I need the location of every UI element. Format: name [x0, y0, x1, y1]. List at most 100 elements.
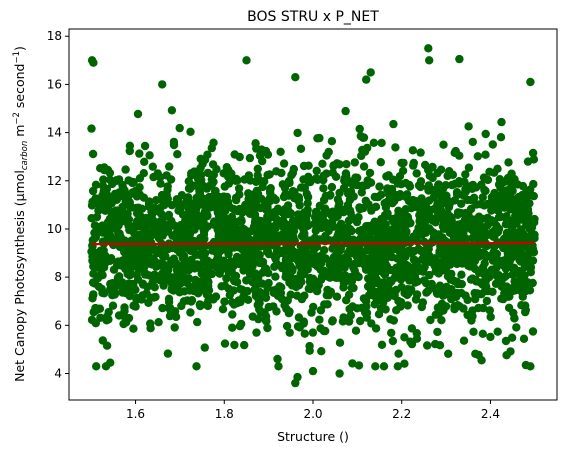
- scatter-point: [308, 366, 318, 376]
- scatter-point: [357, 188, 366, 197]
- scatter-point: [414, 203, 423, 213]
- scatter-point: [464, 243, 473, 252]
- scatter-point: [285, 328, 294, 337]
- scatter-point: [141, 221, 151, 231]
- scatter-point: [114, 219, 124, 228]
- scatter-point: [262, 216, 271, 225]
- scatter-point: [488, 287, 497, 296]
- scatter-point: [402, 190, 412, 199]
- scatter-point: [506, 194, 516, 203]
- scatter-point: [208, 245, 218, 254]
- scatter-point: [104, 204, 113, 213]
- scatter-point: [510, 314, 519, 323]
- scatter-point: [197, 200, 206, 209]
- scatter-point: [259, 177, 268, 186]
- scatter-point: [101, 362, 111, 371]
- scatter-point: [218, 305, 228, 314]
- scatter-point: [420, 237, 429, 247]
- scatter-point: [501, 271, 511, 281]
- scatter-point: [160, 200, 169, 210]
- scatter-point: [318, 159, 327, 168]
- scatter-point: [282, 321, 292, 331]
- scatter-point: [293, 252, 302, 261]
- scatter-point: [376, 158, 385, 167]
- scatter-point: [299, 229, 308, 238]
- scatter-point: [88, 149, 98, 159]
- scatter-point: [293, 322, 303, 331]
- scatter-point: [343, 200, 353, 210]
- scatter-point: [279, 159, 289, 168]
- scatter-point: [351, 326, 361, 335]
- scatter-point: [318, 213, 327, 223]
- scatter-point: [117, 191, 126, 201]
- scatter-point: [410, 267, 419, 276]
- scatter-point: [114, 311, 124, 320]
- scatter-point: [501, 336, 511, 346]
- scatter-point: [519, 334, 529, 343]
- scatter-point: [455, 54, 464, 64]
- scatter-point: [426, 315, 435, 325]
- scatter-point: [416, 182, 425, 192]
- scatter-point: [296, 144, 306, 153]
- scatter-point: [237, 319, 246, 329]
- scatter-point: [299, 266, 309, 275]
- scatter-point: [185, 184, 195, 193]
- scatter-point: [530, 230, 539, 239]
- x-axis-ticks: 1.6 1.8 2.0 2.2 2.4: [126, 400, 500, 421]
- scatter-point: [326, 287, 336, 296]
- scatter-point: [523, 157, 533, 166]
- scatter-point: [88, 241, 97, 250]
- scatter-point: [359, 133, 369, 142]
- scatter-point: [353, 173, 362, 182]
- scatter-point: [397, 298, 406, 307]
- scatter-point: [439, 140, 448, 149]
- scatter-point: [516, 208, 525, 218]
- scatter-point: [317, 223, 326, 233]
- scatter-point: [420, 206, 429, 215]
- scatter-point: [447, 229, 457, 238]
- scatter-point: [145, 151, 154, 160]
- scatter-point: [362, 222, 371, 231]
- scatter-point: [350, 158, 359, 167]
- scatter-point: [424, 251, 434, 260]
- scatter-point: [266, 184, 275, 193]
- scatter-point: [461, 254, 470, 263]
- scatter-point: [457, 199, 466, 208]
- scatter-point: [364, 200, 373, 209]
- scatter-point: [166, 260, 175, 269]
- scatter-point: [324, 147, 333, 157]
- scatter-point: [348, 359, 357, 368]
- scatter-point: [309, 302, 318, 312]
- scatter-point: [341, 271, 350, 280]
- scatter-point: [228, 310, 237, 319]
- scatter-point: [372, 244, 381, 254]
- scatter-point: [231, 271, 241, 281]
- scatter-point: [253, 292, 263, 302]
- scatter-point: [263, 170, 272, 180]
- scatter-point: [512, 323, 521, 332]
- scatter-point: [394, 265, 404, 274]
- scatter-point: [224, 284, 233, 293]
- scatter-point: [364, 274, 373, 283]
- scatter-point: [312, 208, 321, 217]
- scatter-point: [140, 141, 150, 151]
- scatter-point: [92, 362, 101, 371]
- scatter-point: [177, 191, 187, 200]
- scatter-point: [170, 323, 179, 332]
- scatter-point: [304, 161, 313, 170]
- scatter-point: [205, 196, 215, 205]
- scatter-point: [91, 180, 101, 189]
- chart-title: BOS STRU x P_NET: [247, 9, 379, 25]
- scatter-point: [451, 146, 460, 156]
- scatter-point: [258, 156, 267, 166]
- scatter-point: [478, 329, 487, 338]
- scatter-point: [261, 293, 271, 302]
- scatter-point: [461, 291, 470, 300]
- scatter-point: [455, 301, 464, 311]
- scatter-point: [349, 235, 358, 244]
- scatter-point: [132, 293, 142, 303]
- scatter-point: [248, 278, 257, 287]
- scatter-point: [458, 242, 467, 252]
- scatter-point: [474, 268, 484, 277]
- scatter-point: [359, 294, 369, 303]
